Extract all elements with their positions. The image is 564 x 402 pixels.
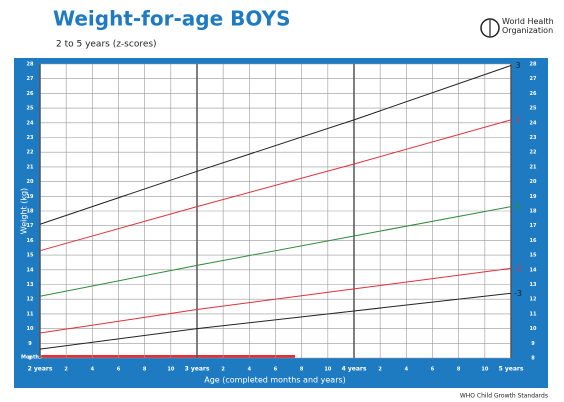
y-tick-label-right: 25 [530,106,537,112]
x-tick-label: 10 [324,367,331,373]
y-tick-label: 27 [27,76,34,82]
logo-emblem [480,18,500,38]
x-tick-label: 6 [431,367,435,373]
y-tick-label-right: 26 [530,91,537,97]
y-tick-label-right: 11 [530,311,537,317]
y-tick-label-right: 17 [530,223,537,229]
line-label: -2 [514,264,522,273]
y-tick-label-right: 20 [530,179,537,185]
x-unit-label: Months [21,355,42,361]
x-tick-label: 2 years [28,366,53,373]
y-tick-label: 16 [27,238,34,244]
y-tick-label: 8 [28,356,32,362]
y-tick-label-right: 13 [530,282,537,288]
y-tick-label-right: 8 [531,356,535,362]
y-tick-label-right: 21 [530,164,537,170]
y-tick-label: 18 [27,209,34,215]
z-score-line [39,267,512,334]
y-tick-label: 10 [27,326,34,332]
organization-box: World Health Organization [502,17,554,35]
y-tick-label-right: 16 [530,238,537,244]
y-tick-label: 26 [27,91,34,97]
x-tick-label: 4 [91,367,95,373]
x-tick-label: 5 years [499,366,524,373]
chart-title: Weight-for-age BOYS [53,7,291,31]
y-tick-label-right: 10 [530,326,537,332]
x-tick-label: 10 [167,367,174,373]
x-tick-label: 8 [300,367,304,373]
y-tick-label-right: 12 [530,297,537,303]
x-tick-label: 3 years [185,366,210,373]
x-tick-label: 2 [378,367,382,373]
z-score-line [39,206,512,297]
line-label: -3 [514,289,522,298]
y-tick-label: 21 [27,164,34,170]
y-tick-label: 11 [27,311,34,317]
y-tick-label: 28 [27,62,34,68]
x-tick-label: 10 [481,367,488,373]
y-tick-label-right: 14 [530,267,537,273]
y-tick-label-right: 23 [530,135,537,141]
y-tick-label: 12 [27,297,34,303]
age-band [40,355,295,358]
x-tick-label: 2 [221,367,225,373]
y-tick-label: 20 [27,179,34,185]
x-axis-title: Age (completed months and years) [204,376,346,385]
x-tick-label: 6 [117,367,121,373]
line-label: 3 [515,61,520,70]
x-tick-label: 4 [405,367,409,373]
y-tick-label-right: 24 [530,120,537,126]
x-tick-label: 8 [457,367,461,373]
organization: World Health Organization [502,17,554,35]
x-tick-label: 6 [274,367,278,373]
y-tick-label: 23 [27,135,34,141]
who-logo [480,18,500,38]
y-tick-label-right: 9 [531,341,535,347]
line-label: 0 [515,202,520,211]
z-score-line [39,119,512,252]
source: WHO Child Growth Standards [460,393,548,400]
y-tick-label-right: 15 [530,253,537,259]
y-tick-label: 17 [27,223,34,229]
y-tick-label: 9 [28,341,32,347]
line-label: 2 [515,115,520,124]
z-score-line [39,292,512,350]
x-tick-label: 4 [248,367,252,373]
y-axis-title: Weight (kg) [20,188,29,234]
y-tick-label: 22 [27,150,34,156]
y-tick-label-right: 27 [530,76,537,82]
y-tick-label-right: 22 [530,150,537,156]
y-tick-label-right: 28 [530,62,537,68]
x-tick-label: 2 [64,367,68,373]
y-tick-label-right: 19 [530,194,537,200]
z-score-line [39,64,512,225]
y-tick-label: 13 [27,282,34,288]
x-tick-label: 4 years [342,366,367,373]
y-tick-label: 24 [27,120,34,126]
y-tick-label-right: 18 [530,209,537,215]
y-tick-label: 15 [27,253,34,259]
y-tick-label: 14 [27,267,34,273]
chart-subtitle: 2 to 5 years (z-scores) [56,40,157,50]
y-tick-label: 19 [27,194,34,200]
x-tick-label: 8 [143,367,147,373]
y-tick-label: 25 [27,106,34,112]
